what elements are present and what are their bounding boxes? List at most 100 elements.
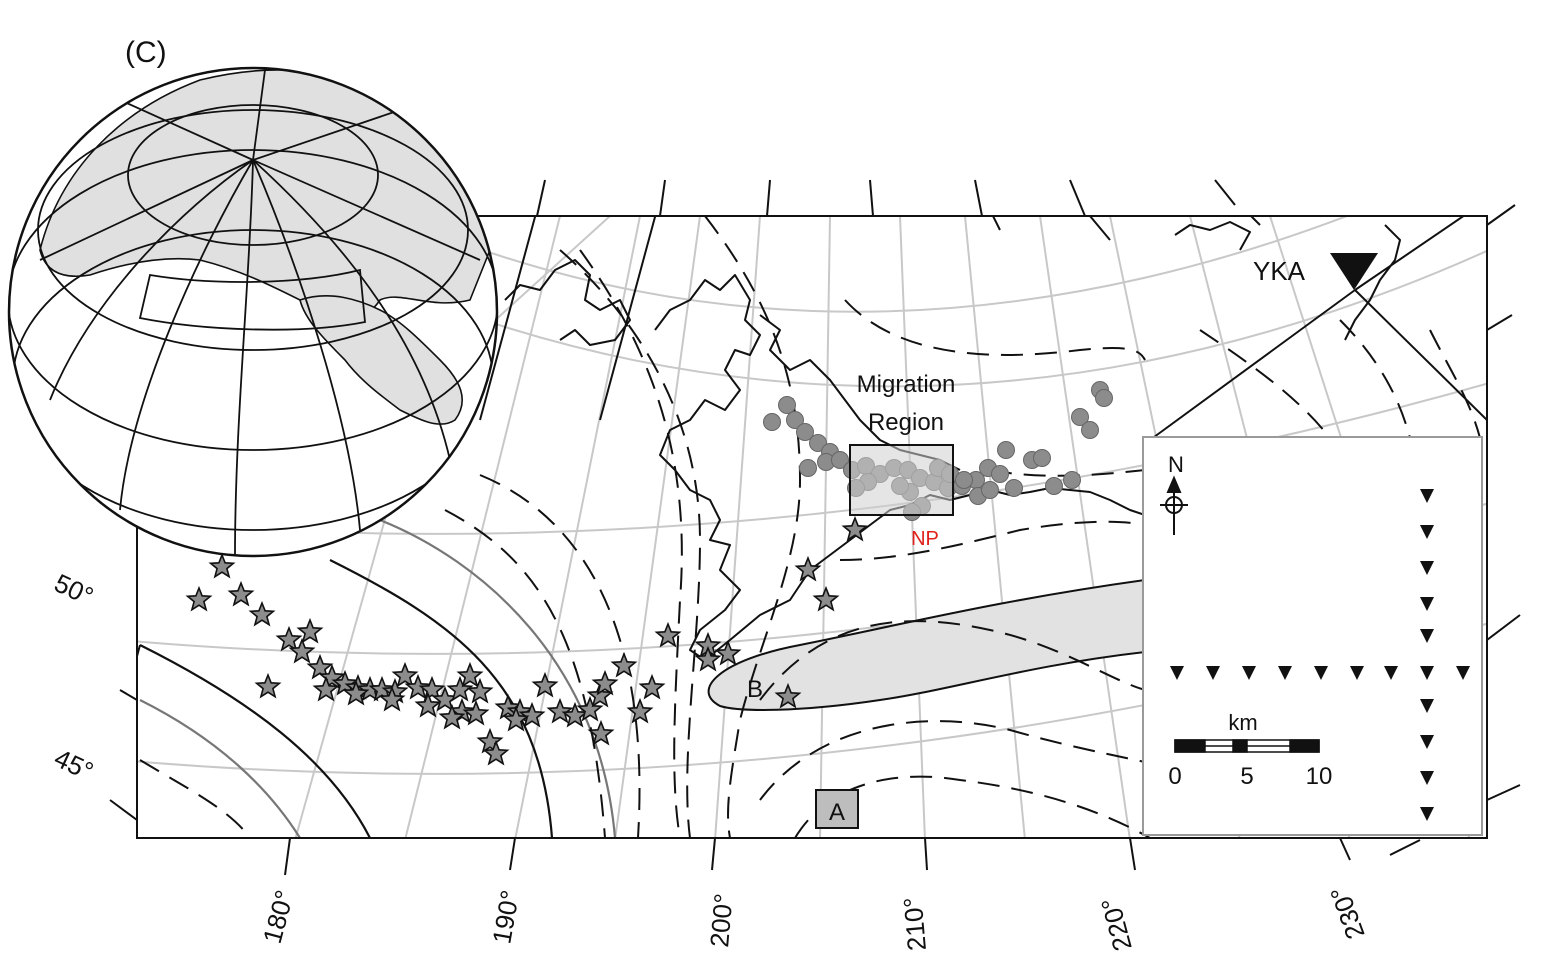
- event-circle: [991, 465, 1009, 483]
- earthquake-star: [227, 580, 255, 607]
- array-element-triangle: [1278, 666, 1292, 680]
- earthquake-star: [368, 675, 396, 702]
- lon-label-210: 210°: [897, 896, 932, 952]
- lat-label-45: 45°: [50, 743, 98, 787]
- scale-tick-5: 5: [1240, 763, 1253, 790]
- earthquake-star: [418, 675, 446, 702]
- event-circle: [1045, 477, 1063, 495]
- earthquake-star: [518, 701, 546, 728]
- scale-tick-10: 10: [1306, 763, 1333, 790]
- earthquake-star: [841, 515, 869, 542]
- earthquake-stars: [185, 515, 869, 766]
- earthquake-star: [438, 703, 466, 730]
- north-label: N: [1168, 452, 1184, 477]
- station-triangle-icon: [1330, 253, 1378, 290]
- globe-graticule: [9, 69, 497, 556]
- frame-ticks: [109, 179, 1521, 876]
- array-element-triangle: [1420, 597, 1434, 611]
- earthquake-star: [476, 727, 504, 754]
- earthquake-star: [254, 672, 282, 699]
- earthquake-star: [185, 585, 213, 612]
- array-element-triangle: [1420, 629, 1434, 643]
- earthquake-star: [546, 697, 574, 724]
- earthquake-star: [462, 699, 490, 726]
- event-circle: [1033, 449, 1051, 467]
- event-circle: [799, 459, 817, 477]
- earthquake-star: [494, 693, 522, 720]
- region-a-label: A: [829, 799, 845, 826]
- earthquake-star: [296, 617, 324, 644]
- event-circle: [786, 411, 804, 429]
- earthquake-star: [576, 695, 604, 722]
- globe-outline: [7, 66, 499, 558]
- migration-region-label-line2: Region: [868, 409, 944, 436]
- lat-label-50: 50°: [50, 568, 98, 612]
- earthquake-star: [654, 621, 682, 648]
- event-circle: [809, 434, 827, 452]
- scale-bar: [1174, 739, 1320, 753]
- scale-tick-0: 0: [1168, 763, 1181, 790]
- array-element-triangle: [1420, 807, 1434, 821]
- event-circle: [955, 471, 973, 489]
- event-circle: [1095, 389, 1113, 407]
- earthquake-star: [531, 671, 559, 698]
- earthquake-star: [456, 661, 484, 688]
- earthquake-star: [288, 637, 316, 664]
- array-element-triangle: [1384, 666, 1398, 680]
- event-circle: [831, 451, 849, 469]
- earthquake-star: [812, 585, 840, 612]
- earthquake-star: [404, 673, 432, 700]
- earthquake-star: [774, 682, 802, 709]
- lon-label-200: 200°: [704, 892, 739, 948]
- array-element-triangle: [1420, 771, 1434, 785]
- earthquake-star: [378, 685, 406, 712]
- earthquake-star: [482, 739, 510, 766]
- array-element-triangle: [1420, 489, 1434, 503]
- event-circle: [997, 441, 1015, 459]
- array-element-triangle: [1420, 525, 1434, 539]
- array-elements: [1170, 489, 1470, 821]
- array-element-triangle: [1350, 666, 1364, 680]
- migration-region-box: [849, 444, 954, 516]
- array-element-triangle: [1420, 735, 1434, 749]
- earthquake-star: [391, 661, 419, 688]
- projection-lines: [137, 216, 1487, 661]
- migration-region-label-line1: Migration: [857, 371, 956, 398]
- station-label: YKA: [1253, 256, 1306, 286]
- lon-label-220: 220°: [1095, 894, 1138, 954]
- earthquake-star: [794, 555, 822, 582]
- solid-contours: [139, 518, 617, 838]
- region-a-box: [815, 789, 859, 829]
- earthquake-star: [248, 600, 276, 627]
- earthquake-star: [275, 625, 303, 652]
- globe-land-americas: [299, 295, 464, 425]
- globe-inset: [7, 66, 499, 558]
- array-element-triangle: [1456, 666, 1470, 680]
- earthquake-star: [208, 552, 236, 579]
- event-circle: [1081, 421, 1099, 439]
- earthquake-star: [587, 719, 615, 746]
- globe-map-extent: [138, 268, 366, 331]
- earthquake-star: [561, 701, 589, 728]
- array-element-triangle: [1314, 666, 1328, 680]
- event-circle: [796, 423, 814, 441]
- panel-label: (C): [125, 36, 167, 69]
- earthquake-star: [626, 697, 654, 724]
- earthquake-star: [610, 651, 638, 678]
- earthquake-star: [502, 705, 530, 732]
- earthquake-star: [694, 645, 722, 672]
- array-element-triangle: [1420, 561, 1434, 575]
- array-inset: N km 0 5 10: [1142, 436, 1483, 836]
- earthquake-star: [414, 691, 442, 718]
- earthquake-star: [318, 663, 346, 690]
- event-circle: [1005, 479, 1023, 497]
- array-element-triangle: [1420, 666, 1434, 680]
- event-circle: [1063, 471, 1081, 489]
- region-b-label: B: [747, 676, 763, 703]
- event-circle: [778, 396, 796, 414]
- earthquake-star: [466, 677, 494, 704]
- lon-label-230: 230°: [1324, 882, 1371, 943]
- array-element-triangle: [1242, 666, 1256, 680]
- earthquake-star: [714, 639, 742, 666]
